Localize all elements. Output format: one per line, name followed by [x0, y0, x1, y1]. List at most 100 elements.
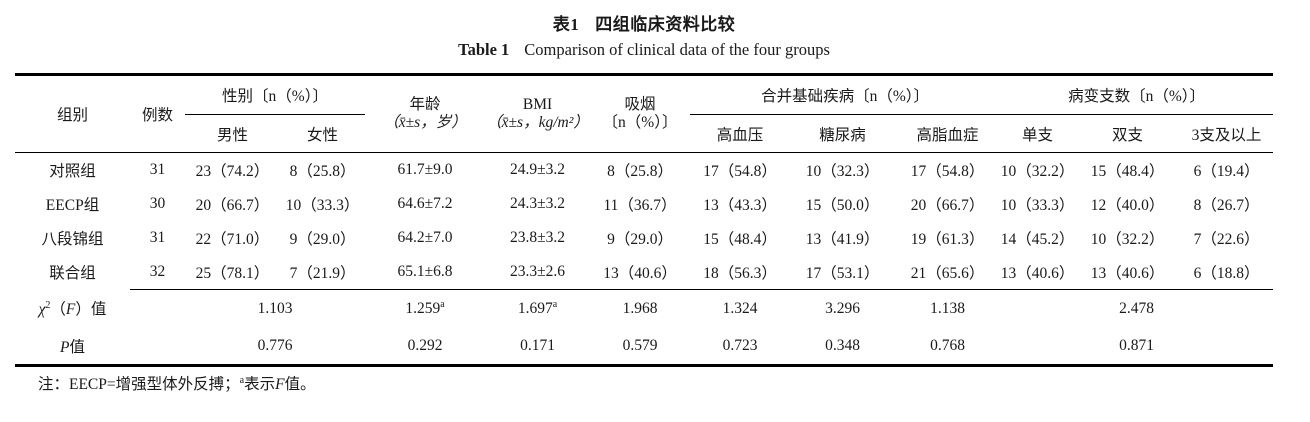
cell-vessel-triple: 6（18.8）	[1193, 265, 1260, 282]
header-sub-row: 男性 女性 高血压 糖尿病 高脂血症 单支 双支 3支及以上	[15, 115, 1273, 153]
table-title-en-text: Comparison of clinical data of the four …	[524, 40, 830, 59]
cell-vessel-single: 10（33.3）	[1000, 197, 1075, 214]
chi-cell-age: 1.259a	[365, 289, 486, 327]
header-bmi-line2: （x̄±s，kg/m²）	[486, 114, 589, 131]
header-group-row: 组别 例数 性别〔n（%）〕 年龄 （x̄±s，岁） BMI （x̄±s，kg/…	[15, 74, 1274, 131]
table-footnote: 注：EECP=增强型体外反搏；a表示F值。	[38, 374, 316, 393]
table-row-eecp-group: EECP组 30 20（66.7） 10（33.3） 64.6±7.2 24.3…	[15, 187, 1273, 221]
header-n: 例数	[141, 107, 173, 124]
header-female: 女性	[307, 126, 339, 144]
cell-bmi: 24.9±3.2	[510, 161, 566, 178]
cell-male: 23（74.2）	[195, 163, 270, 180]
chi-cell-smoking: 1.968	[590, 289, 691, 327]
header-smoking-line2: 〔n（%）〕	[602, 114, 678, 131]
cell-bmi: 24.3±3.2	[510, 195, 566, 212]
cell-vessel-single: 14（45.2）	[1000, 231, 1075, 248]
chi-cell-bmi: 1.697a	[485, 289, 591, 327]
cell-diabetes: 15（50.0）	[805, 197, 880, 214]
cell-smoking: 13（40.6）	[603, 265, 677, 282]
table-title-cn-text: 四组临床资料比较	[595, 15, 736, 34]
p-cell-smoking: 0.579	[622, 336, 658, 354]
table-title-chinese: 表1 四组临床资料比较	[15, 10, 1273, 35]
cell-hypertension: 13（43.3）	[703, 197, 777, 214]
chi-cell-empty	[130, 289, 185, 327]
table-number-label: Table 1	[458, 40, 510, 59]
cell-smoking: 11（36.7）	[603, 197, 677, 214]
cell-group: EECP组	[45, 197, 100, 214]
cell-vessel-triple: 6（19.4）	[1193, 163, 1260, 180]
cell-female: 8（25.8）	[289, 163, 356, 180]
header-vessel-double: 双支	[1112, 126, 1144, 144]
header-diabetes: 糖尿病	[819, 126, 866, 144]
cell-vessel-triple: 7（22.6）	[1193, 231, 1260, 248]
cell-bmi: 23.8±3.2	[510, 229, 566, 246]
cell-n: 32	[149, 263, 166, 280]
table-row-control-group: 对照组 31 23（74.2） 8（25.8） 61.7±9.0 24.9±3.…	[15, 153, 1273, 188]
header-comorbidity-group: 合并基础疾病〔n（%）〕	[690, 74, 1001, 115]
cell-n: 30	[149, 195, 166, 212]
chi-cell-hypertension: 1.324	[690, 289, 791, 327]
cell-group: 对照组	[49, 163, 96, 180]
cell-n: 31	[149, 229, 166, 246]
table-title-english: Table 1 Comparison of clinical data of th…	[15, 40, 1273, 60]
cell-hypertension: 15（48.4）	[703, 231, 777, 248]
cell-hyperlipidemia: 20（66.7）	[910, 197, 985, 214]
header-hypertension: 高血压	[716, 126, 764, 144]
cell-female: 9（29.0）	[289, 231, 356, 248]
header-male: 男性	[216, 126, 248, 144]
footnote-text: 注：EECP=增强型体外反搏；	[38, 376, 240, 393]
p-cell-hypertension: 0.723	[722, 336, 758, 354]
header-vessel-group: 病变支数〔n（%）〕	[1000, 74, 1274, 115]
cell-male: 22（71.0）	[195, 231, 270, 248]
cell-hypertension: 17（54.8）	[703, 163, 777, 180]
p-cell-sex: 0.776	[257, 336, 293, 354]
table-title-cn-label: 表1	[552, 15, 580, 34]
cell-hypertension: 18（56.3）	[703, 265, 777, 282]
table-header: 组别 例数 性别〔n（%）〕 年龄 （x̄±s，岁） BMI （x̄±s，kg/…	[15, 74, 1274, 153]
header-vessel-single: 单支	[1022, 126, 1054, 144]
cell-group: 联合组	[49, 265, 96, 283]
cell-n: 31	[149, 161, 166, 178]
cell-female: 7（21.9）	[289, 265, 356, 282]
table-body: 对照组 31 23（74.2） 8（25.8） 61.7±9.0 24.9±3.…	[15, 153, 1274, 366]
cell-vessel-double: 10（32.2）	[1090, 231, 1165, 248]
cell-smoking: 8（25.8）	[607, 163, 673, 180]
chi-cell-sex: 1.103	[185, 289, 366, 327]
header-bmi-line1: BMI	[522, 96, 553, 113]
header-bmi: BMI （x̄±s，kg/m²）	[485, 75, 590, 153]
cell-age: 61.7±9.0	[397, 161, 453, 178]
cell-vessel-double: 15（48.4）	[1090, 163, 1165, 180]
header-age-line1: 年龄	[409, 96, 441, 113]
cell-vessel-double: 12（40.0）	[1090, 197, 1165, 214]
p-cell-bmi: 0.171	[520, 336, 555, 354]
cell-vessel-single: 13（40.6）	[1000, 265, 1075, 282]
footnote-f-symbol: F	[275, 376, 285, 393]
p-cell-hyperlipidemia: 0.768	[930, 336, 965, 354]
chi-cell-diabetes: 3.296	[790, 289, 896, 327]
cell-hyperlipidemia: 17（54.8）	[910, 163, 985, 180]
table-row-chi-square: χ2（F）值 1.103 1.259a 1.697a 1.968 1.324 3…	[15, 289, 1274, 327]
cell-diabetes: 13（41.9）	[805, 231, 880, 248]
cell-age: 65.1±6.8	[397, 263, 453, 280]
cell-age: 64.2±7.0	[397, 229, 453, 246]
cell-diabetes: 10（32.3）	[805, 163, 880, 180]
p-cell-empty	[130, 327, 185, 366]
header-sex-group: 性别〔n（%）〕	[185, 74, 366, 115]
chi-square-label: χ2（F）值	[38, 300, 107, 319]
cell-male: 20（66.7）	[195, 197, 270, 214]
header-age: 年龄 （x̄±s，岁）	[365, 75, 485, 153]
header-age-line2: （x̄±s，岁）	[383, 114, 467, 131]
cell-male: 25（78.1）	[195, 265, 270, 282]
cell-age: 64.6±7.2	[397, 195, 453, 212]
cell-bmi: 23.3±2.6	[510, 263, 566, 280]
cell-vessel-double: 13（40.6）	[1090, 265, 1165, 282]
clinical-data-table: 组别 例数 性别〔n（%）〕 年龄 （x̄±s，岁） BMI （x̄±s，kg/…	[15, 73, 1274, 367]
header-group: 组别	[56, 107, 88, 124]
table-row-combined-group: 联合组 32 25（78.1） 7（21.9） 65.1±6.8 23.3±2.…	[15, 255, 1273, 290]
table-row-p-value: P值 0.776 0.292 0.171 0.579 0.723 0.348 0…	[15, 327, 1273, 366]
cell-diabetes: 17（53.1）	[805, 265, 880, 282]
p-cell-age: 0.292	[407, 336, 443, 354]
table-row-baduanjin-group: 八段锦组 31 22（71.0） 9（29.0） 64.2±7.0 23.8±3…	[15, 221, 1273, 255]
p-cell-diabetes: 0.348	[825, 336, 860, 354]
